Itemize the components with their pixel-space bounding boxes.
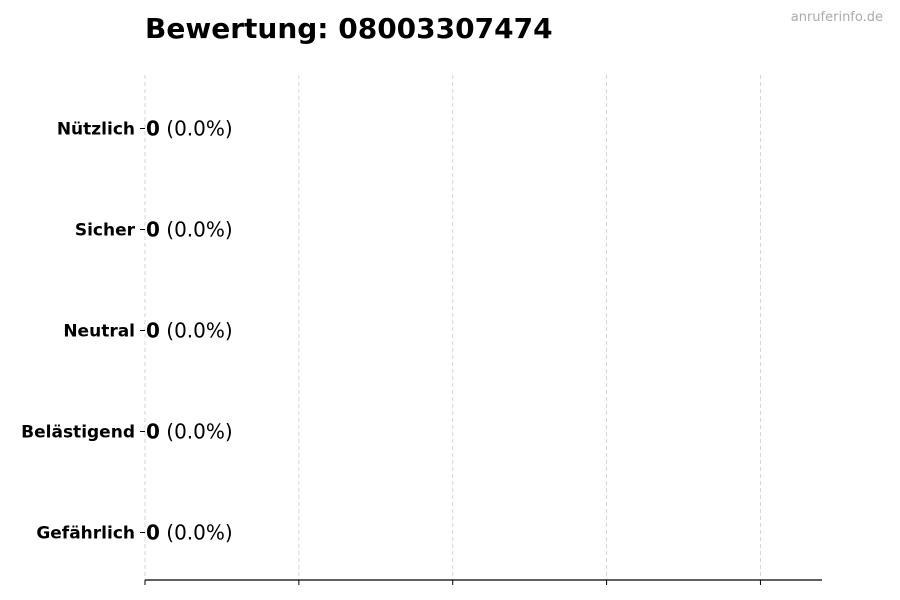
y-tick-label: Belästigend — [21, 423, 135, 443]
data-label-value: 0 — [146, 420, 160, 444]
data-label-percent: (0.0%) — [160, 521, 233, 545]
data-label-percent: (0.0%) — [160, 319, 233, 343]
data-label-value: 0 — [146, 218, 160, 242]
chart-title: Bewertung: 08003307474 — [145, 12, 553, 45]
data-label-percent: (0.0%) — [160, 420, 233, 444]
y-tick-label: Neutral — [63, 322, 135, 342]
y-tick-label: Gefährlich — [36, 524, 135, 544]
data-label-percent: (0.0%) — [160, 218, 233, 242]
data-label-percent: (0.0%) — [160, 117, 233, 141]
data-label: 0 (0.0%) — [146, 319, 233, 343]
y-tick-label: Sicher — [75, 221, 136, 241]
data-label-value: 0 — [146, 319, 160, 343]
y-tick-label: Nützlich — [57, 120, 135, 140]
data-label-value: 0 — [146, 117, 160, 141]
data-label: 0 (0.0%) — [146, 218, 233, 242]
data-label-value: 0 — [146, 521, 160, 545]
data-label: 0 (0.0%) — [146, 521, 233, 545]
data-label: 0 (0.0%) — [146, 117, 233, 141]
watermark: anruferinfo.de — [790, 10, 883, 25]
data-label: 0 (0.0%) — [146, 420, 233, 444]
